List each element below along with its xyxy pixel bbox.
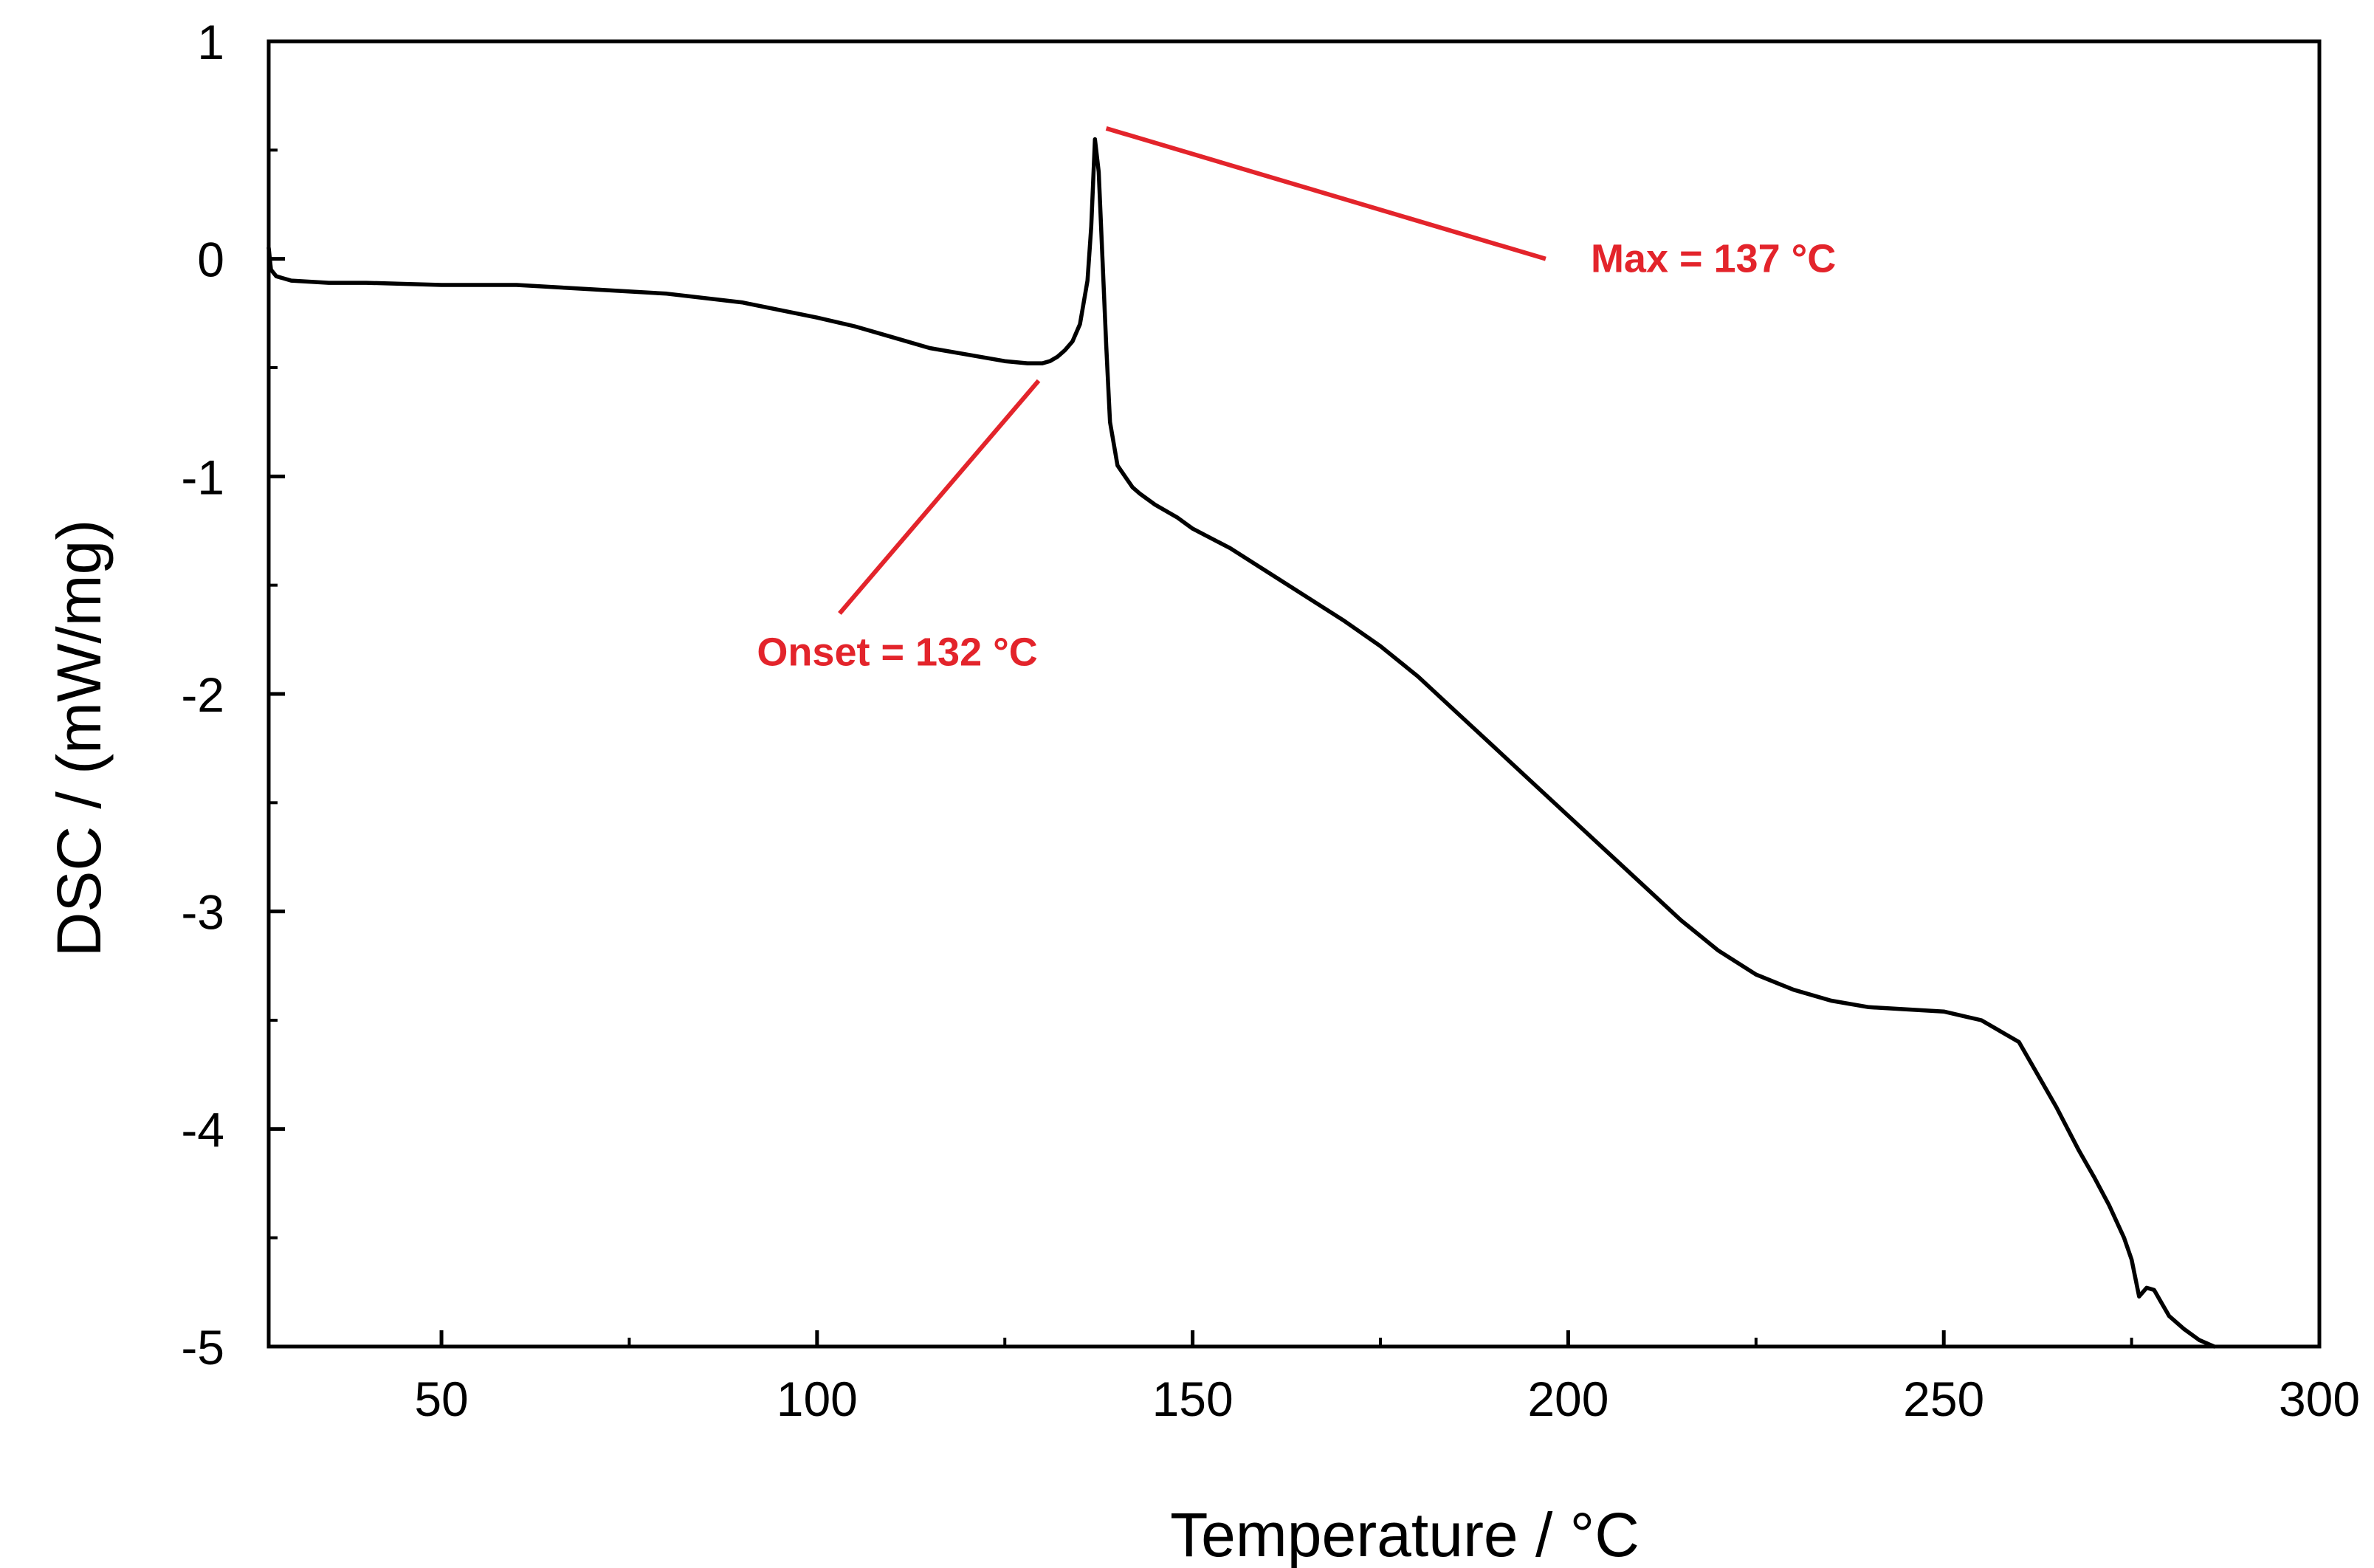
annotation-leader-line <box>1105 125 1546 261</box>
x-tick-label: 300 <box>2279 1372 2360 1426</box>
x-tick-label: 100 <box>777 1372 858 1426</box>
annotation-lines <box>838 125 1546 615</box>
annotation-label: Onset = 132 °C <box>757 630 1037 675</box>
x-tick-label: 150 <box>1152 1372 1234 1426</box>
annotation-leader-line <box>838 379 1041 615</box>
y-tick-label: 0 <box>197 233 224 287</box>
x-tick-label: 50 <box>414 1372 468 1426</box>
x-tick-label: 200 <box>1527 1372 1609 1426</box>
y-tick-label: -3 <box>181 885 224 940</box>
y-tick-label: -4 <box>181 1102 224 1157</box>
x-tick-label: 250 <box>1903 1372 1984 1426</box>
dsc-curve <box>266 137 2217 1349</box>
x-axis-ticks: 50 100 150 200 250 300 <box>414 1330 2360 1426</box>
y-tick-label: -5 <box>181 1320 224 1375</box>
y-tick-label: -1 <box>181 450 224 504</box>
annotation-label: Max = 137 °C <box>1591 236 1836 281</box>
y-axis-title: DSC / (mW/mg) <box>44 520 114 957</box>
series-layer <box>266 137 2217 1349</box>
y-axis-ticks: 1 0 -1 -2 -3 -4 -5 <box>181 15 285 1375</box>
y-tick-label: -2 <box>181 667 224 722</box>
x-axis-title: Temperature / °C <box>1170 1500 1640 1568</box>
annotation-labels: Max = 137 °C Onset = 132 °C <box>757 236 1836 674</box>
y-tick-label: 1 <box>197 15 224 69</box>
